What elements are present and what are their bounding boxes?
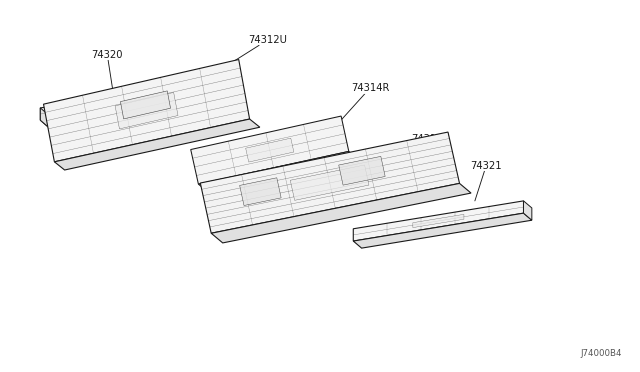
Polygon shape bbox=[40, 103, 174, 127]
Polygon shape bbox=[191, 116, 349, 184]
Polygon shape bbox=[200, 132, 460, 233]
Text: 74314R: 74314R bbox=[336, 83, 389, 126]
Text: 74321: 74321 bbox=[470, 161, 502, 201]
Polygon shape bbox=[40, 108, 48, 127]
Polygon shape bbox=[198, 151, 358, 192]
Text: 74320: 74320 bbox=[92, 50, 123, 97]
Polygon shape bbox=[211, 183, 471, 243]
Polygon shape bbox=[44, 60, 250, 162]
Polygon shape bbox=[413, 214, 464, 228]
Polygon shape bbox=[339, 156, 385, 185]
Polygon shape bbox=[239, 178, 281, 205]
Text: 74313U: 74313U bbox=[387, 135, 451, 171]
Polygon shape bbox=[524, 201, 532, 220]
Polygon shape bbox=[353, 201, 524, 241]
Polygon shape bbox=[291, 165, 369, 201]
Polygon shape bbox=[353, 213, 532, 248]
Polygon shape bbox=[54, 119, 260, 170]
Polygon shape bbox=[120, 91, 170, 119]
Polygon shape bbox=[115, 92, 178, 129]
Text: J74000B4: J74000B4 bbox=[580, 349, 622, 358]
Polygon shape bbox=[246, 138, 294, 162]
Polygon shape bbox=[40, 91, 166, 120]
Polygon shape bbox=[84, 100, 122, 110]
Text: 74312U: 74312U bbox=[226, 35, 287, 66]
